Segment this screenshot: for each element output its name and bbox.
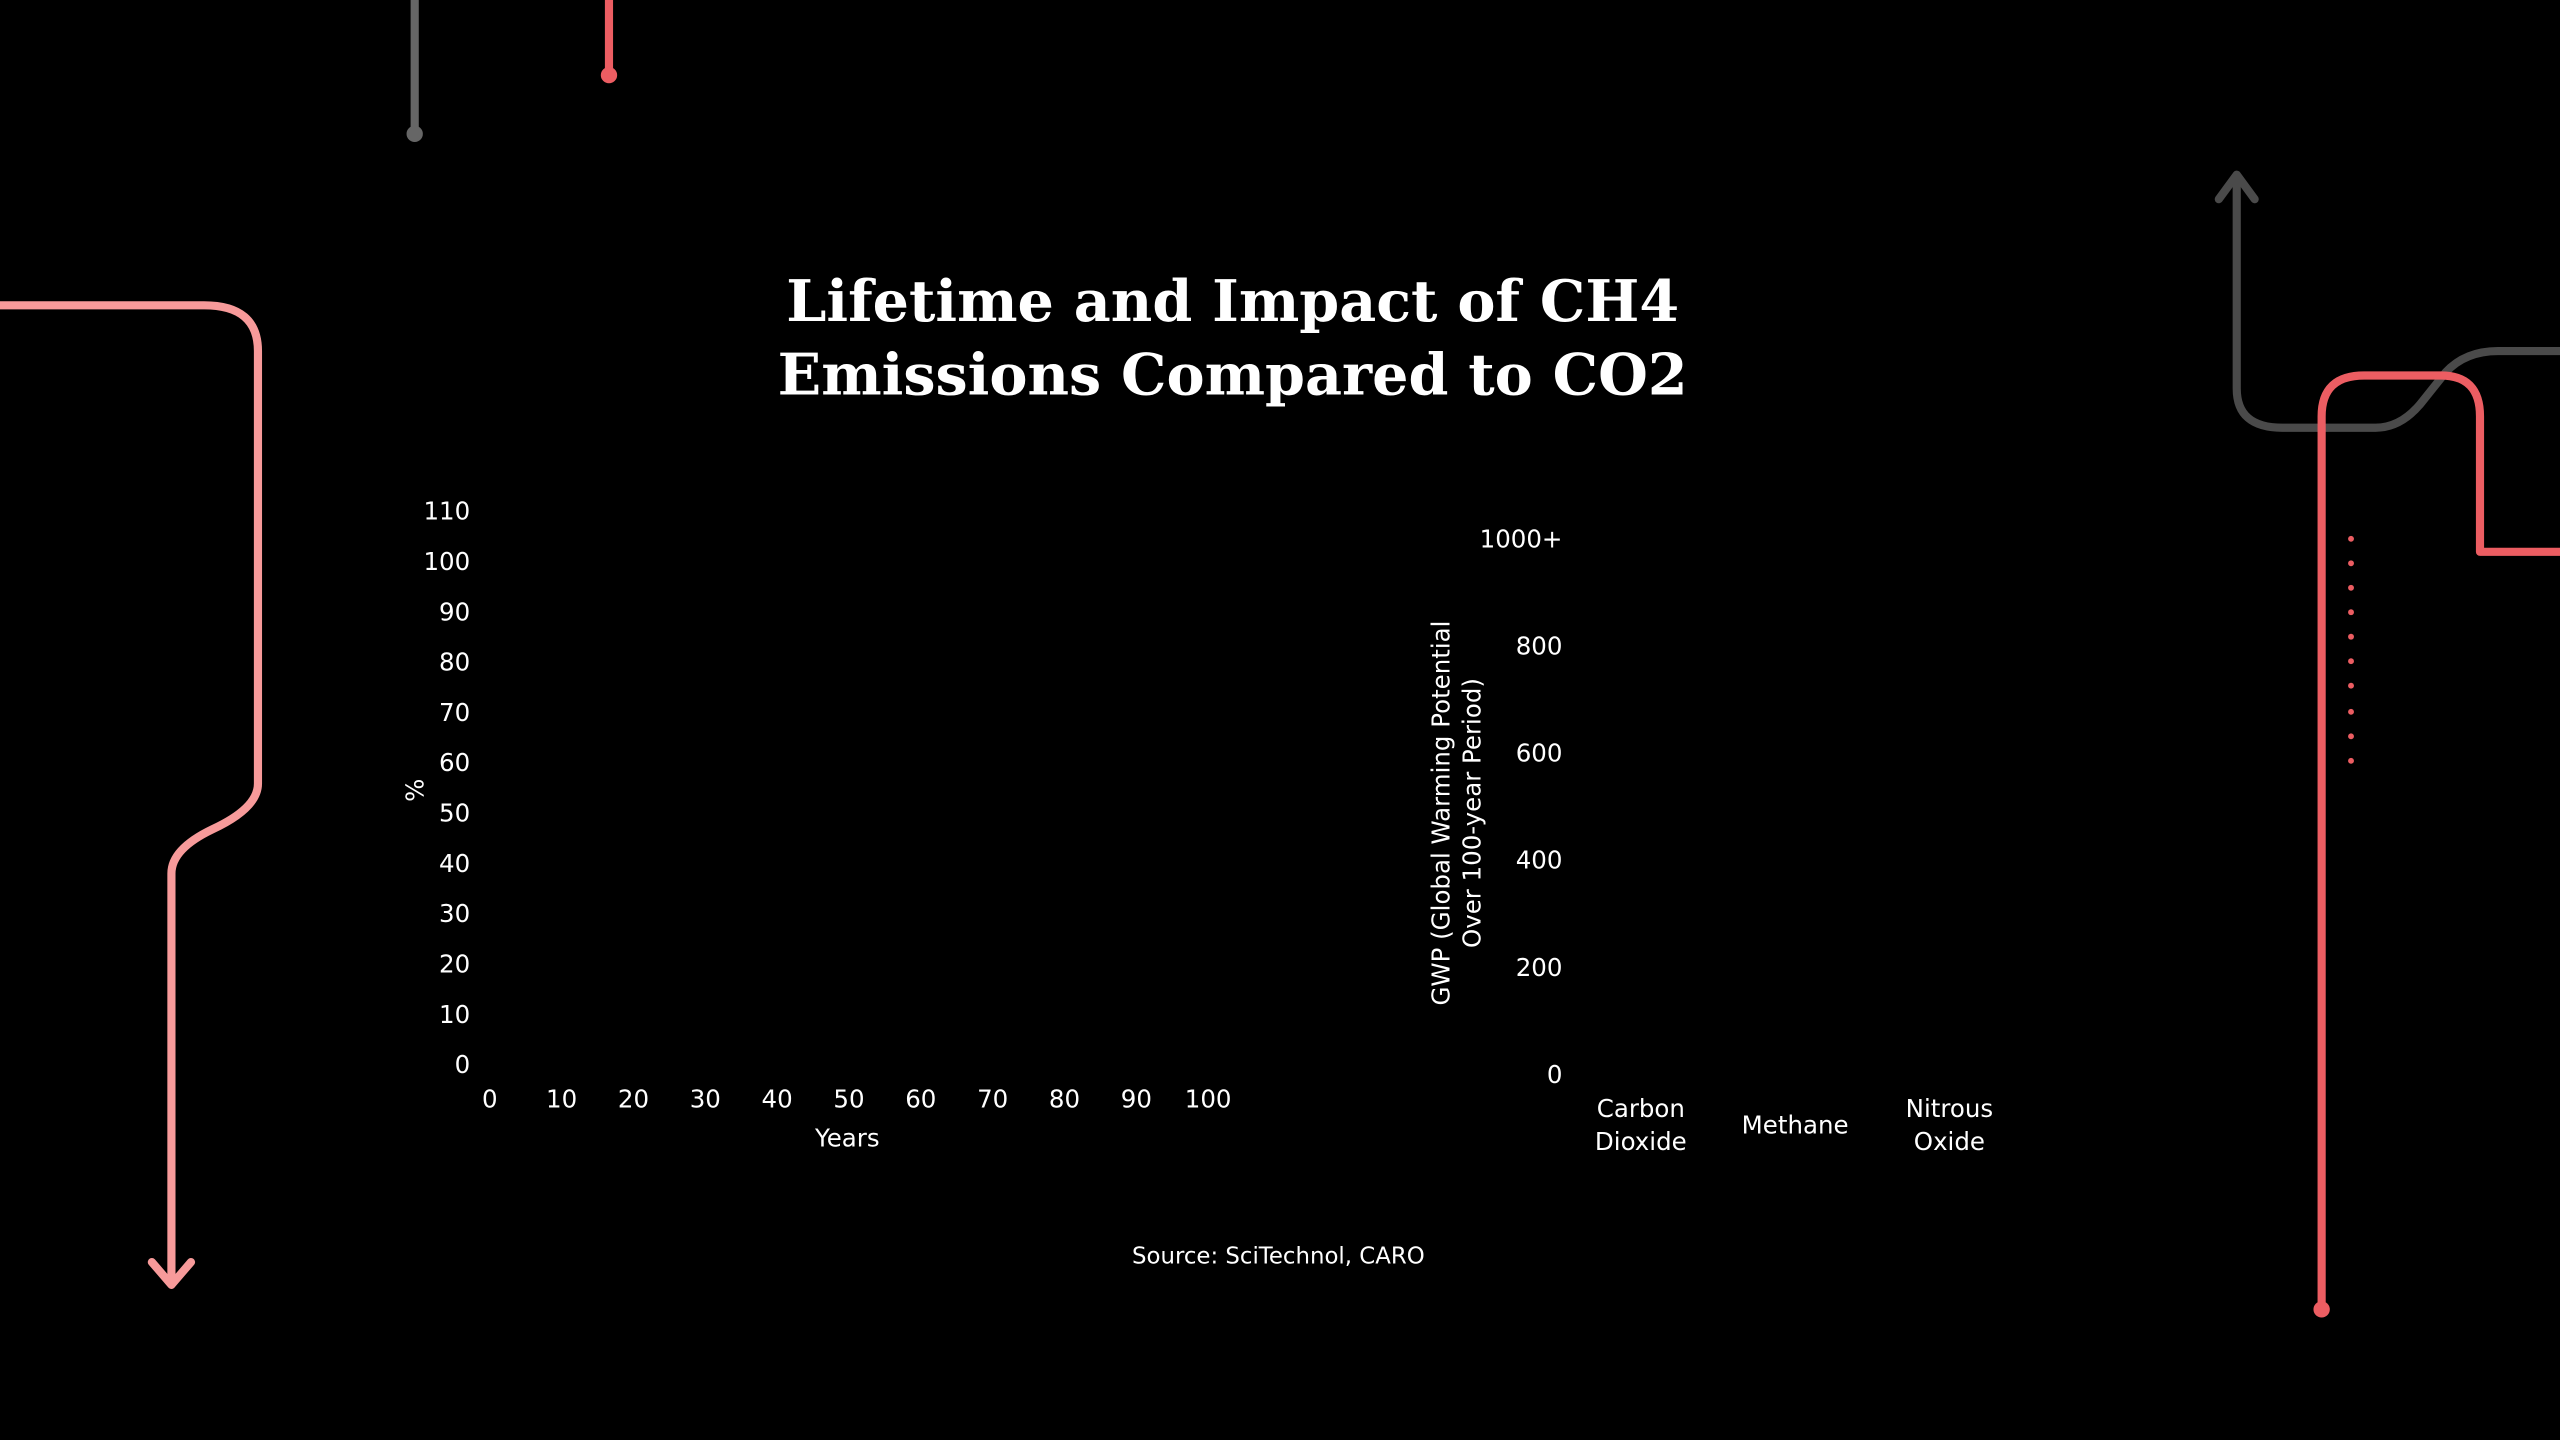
y-tick-label: 0 [1547,1060,1563,1089]
y-tick-label: 50 [439,799,470,828]
x-tick-label: 80 [1049,1084,1080,1113]
y-tick-label: 30 [439,899,470,928]
x-tick-label: 0 [482,1084,498,1113]
y-tick-label: 1000+ [1480,524,1563,553]
y-tick-label: 400 [1516,846,1563,875]
y-tick-label: 10 [439,1000,470,1029]
deco-line [0,301,263,1286]
x-tick-label: 20 [618,1084,649,1113]
y-tick-label: 20 [439,949,470,978]
y-tick-label: 80 [439,648,470,677]
y-tick-label: 90 [439,597,470,626]
decoration [0,0,2560,1318]
x-tick-label: 60 [905,1084,936,1113]
x-tick-label: Nitrous Oxide [1906,1094,1993,1156]
y-axis-label: % [400,779,429,802]
deco-dot [600,66,618,84]
x-tick-label: 70 [977,1084,1008,1113]
y-tick-label: 100 [423,547,470,576]
x-tick-label: 100 [1185,1084,1232,1113]
x-tick-label: Methane [1742,1111,1849,1140]
x-tick-label: 40 [762,1084,793,1113]
x-tick-label: 10 [546,1084,577,1113]
deco-arrow [147,1257,196,1289]
source: Source: SciTechnol, CARO [1132,1244,1425,1270]
y-axis-label: GWP (Global Warming Potential Over 100-ye… [1426,621,1486,1006]
deco-arrow [2214,170,2259,204]
x-tick-label: 50 [833,1084,864,1113]
y-tick-label: 70 [439,698,470,727]
y-tick-label: 600 [1516,739,1563,768]
chart-title: Lifetime and Impact of CH4 Emissions Comp… [778,268,1688,408]
x-tick-label: 90 [1121,1084,1152,1113]
deco-dots [2348,535,2354,764]
x-tick-label: Carbon Dioxide [1595,1094,1687,1156]
deco-line [2317,371,2560,1311]
y-tick-label: 40 [439,849,470,878]
x-axis-label: Years [814,1124,880,1153]
deco-dot [2313,1301,2330,1318]
y-tick-label: 0 [455,1050,471,1079]
y-tick-label: 110 [423,497,470,526]
y-tick-label: 200 [1516,953,1563,982]
y-tick-label: 60 [439,748,470,777]
deco-dot [406,125,423,143]
x-tick-label: 30 [690,1084,721,1113]
deco-line [2232,172,2560,432]
y-tick-label: 800 [1516,632,1563,661]
